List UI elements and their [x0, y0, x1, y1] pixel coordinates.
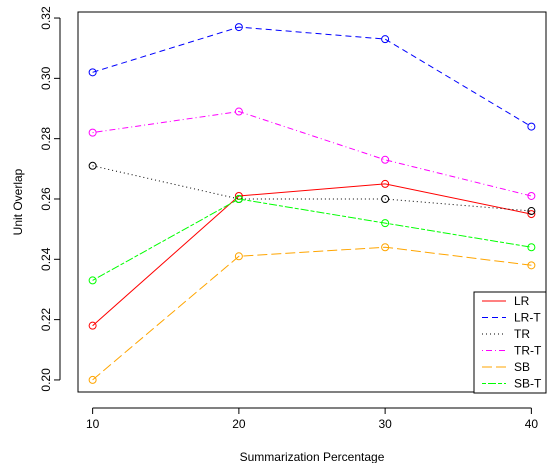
series-line: [92, 110, 532, 197]
x-axis-title: Summarization Percentage: [240, 450, 385, 463]
data-point: [527, 243, 536, 252]
y-axis-title: Unit Overlap: [11, 168, 25, 235]
series-sb: [88, 243, 536, 384]
series-sb-t: [88, 194, 536, 285]
data-point: [527, 207, 536, 216]
y-tick-label: 0.28: [39, 127, 53, 151]
y-tick-label: 0.26: [39, 187, 53, 211]
series-layer: [88, 23, 536, 384]
x-tick-label: 40: [525, 417, 539, 431]
data-point: [234, 107, 243, 116]
series-line: [92, 246, 532, 381]
x-tick-label: 20: [232, 417, 246, 431]
legend-label: LR: [514, 294, 530, 308]
y-tick-label: 0.32: [39, 6, 53, 30]
x-axis: 10 20 30 40: [86, 407, 539, 431]
data-point: [234, 252, 243, 261]
data-point: [381, 35, 390, 44]
series-lr-t: [88, 23, 536, 131]
legend-label: LR-T: [514, 311, 541, 325]
y-tick-label: 0.24: [39, 247, 53, 271]
series-line: [92, 183, 532, 327]
series-line: [92, 198, 532, 281]
data-point: [88, 375, 97, 384]
data-point: [88, 321, 97, 330]
series-lr: [88, 179, 536, 330]
data-point: [527, 261, 536, 270]
series-line: [92, 165, 532, 212]
y-tick-label: 0.30: [39, 66, 53, 90]
series-tr-t: [88, 107, 536, 200]
data-point: [234, 23, 243, 32]
data-point: [234, 194, 243, 203]
y-tick-label: 0.20: [39, 368, 53, 392]
x-tick-label: 10: [86, 417, 100, 431]
data-point: [88, 161, 97, 170]
legend: LR LR-T TR TR-T SB SB-T: [473, 291, 547, 394]
data-point: [88, 68, 97, 77]
legend-label: TR-T: [514, 344, 542, 358]
data-point: [88, 276, 97, 285]
data-point: [527, 122, 536, 131]
data-point: [381, 194, 390, 203]
data-point: [88, 128, 97, 137]
data-point: [381, 179, 390, 188]
data-point: [381, 219, 390, 228]
data-point: [381, 155, 390, 164]
legend-box: [473, 291, 547, 394]
data-point: [527, 191, 536, 200]
legend-label: SB-T: [514, 377, 542, 391]
series-line: [92, 26, 532, 128]
plot-frame: [77, 11, 547, 393]
y-tick-label: 0.22: [39, 308, 53, 332]
y-axis: 0.20 0.22 0.24 0.26 0.28 0.30 0.32: [39, 6, 61, 392]
data-point: [527, 210, 536, 219]
series-tr: [88, 161, 536, 216]
legend-label: TR: [514, 327, 530, 341]
legend-label: SB: [514, 360, 530, 374]
data-point: [381, 243, 390, 252]
x-tick-label: 30: [378, 417, 392, 431]
